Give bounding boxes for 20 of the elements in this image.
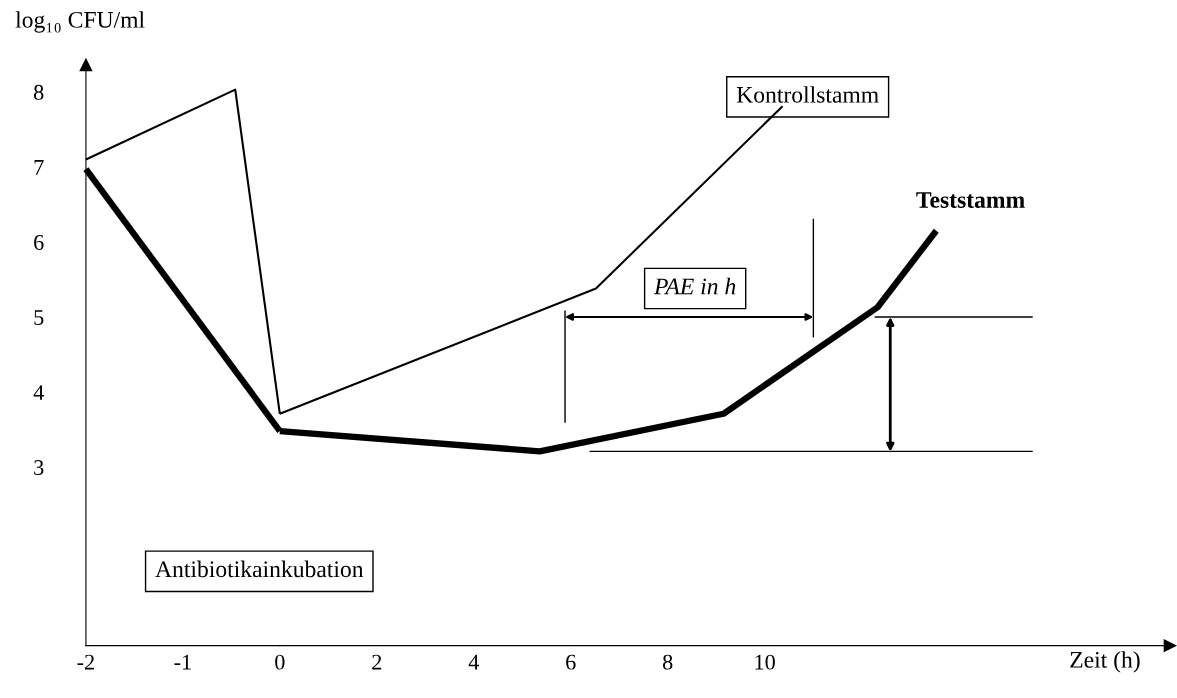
x-tick-label: -2 <box>77 654 94 670</box>
y-tick-label: 6 <box>34 234 44 250</box>
annotation: PAE in h <box>653 277 736 295</box>
y-tick-label: 7 <box>34 160 44 175</box>
x-tick-label: 10 <box>755 654 775 670</box>
x-tick-label: -1 <box>174 654 191 670</box>
x-tick-label: 6 <box>566 654 576 670</box>
series-label: Kontrollstamm <box>736 86 879 103</box>
y-tick-label: 5 <box>34 310 44 325</box>
x-tick-label: 0 <box>275 654 285 670</box>
annotation: Antibiotikainkubation <box>155 560 364 578</box>
x-tick-label: 8 <box>662 654 673 670</box>
x-tick-label: 2 <box>372 654 382 670</box>
series-label: Teststamm <box>916 192 1025 208</box>
y-axis-title: log₁₀ CFU/ml <box>15 11 145 33</box>
x-tick-label: 4 <box>468 654 479 670</box>
x-axis-title: Zeit (h) <box>1070 651 1140 673</box>
y-tick-label: 3 <box>34 460 44 476</box>
y-tick-label: 8 <box>33 84 44 100</box>
y-tick-label: 4 <box>33 385 44 400</box>
